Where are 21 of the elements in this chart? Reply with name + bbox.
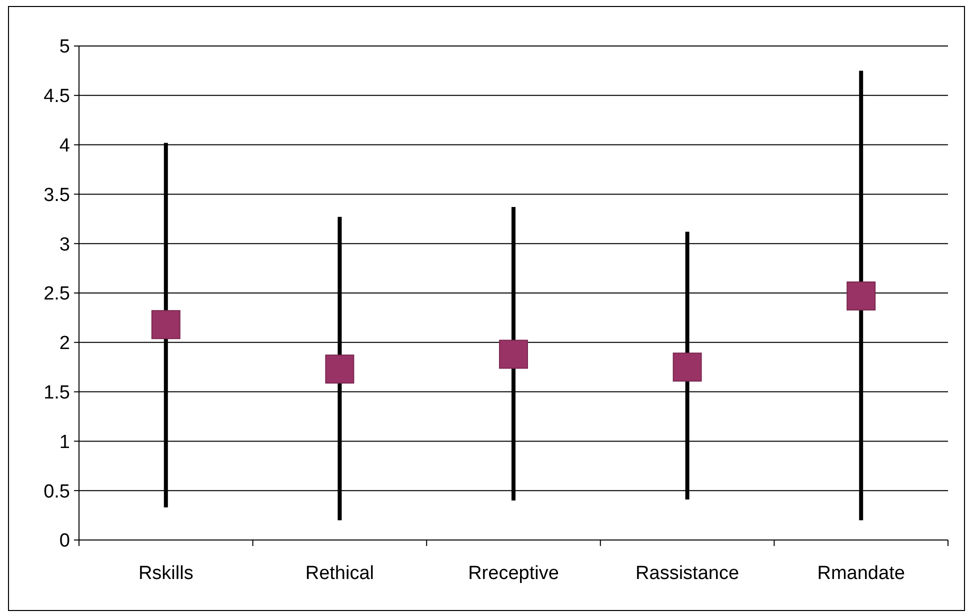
y-tick-label: 4.5: [44, 86, 70, 108]
x-tick-label: Rmandate: [817, 563, 905, 584]
y-tick-label: 4: [59, 135, 70, 156]
x-tick-label: Rskills: [138, 563, 194, 584]
y-tick-label: 1.5: [44, 382, 70, 404]
y-tick-label: 0: [59, 530, 70, 552]
point: [325, 354, 354, 384]
y-tick-label: 3.5: [44, 184, 70, 206]
y-tick-label: 0.5: [44, 481, 70, 502]
point: [151, 310, 180, 340]
point: [672, 352, 702, 382]
y-tick-label: 2: [59, 333, 70, 354]
y-tick-label: 3: [59, 234, 70, 256]
point: [846, 281, 876, 310]
x-tick-label: Rethical: [305, 563, 374, 584]
point: [499, 340, 528, 369]
x-tick-label: Rreceptive: [468, 563, 559, 584]
y-tick-label: 5: [59, 36, 70, 58]
y-tick-label: 1: [59, 432, 70, 453]
y-tick-label: 2.5: [44, 284, 70, 305]
x-tick-label: Rassistance: [636, 563, 740, 584]
